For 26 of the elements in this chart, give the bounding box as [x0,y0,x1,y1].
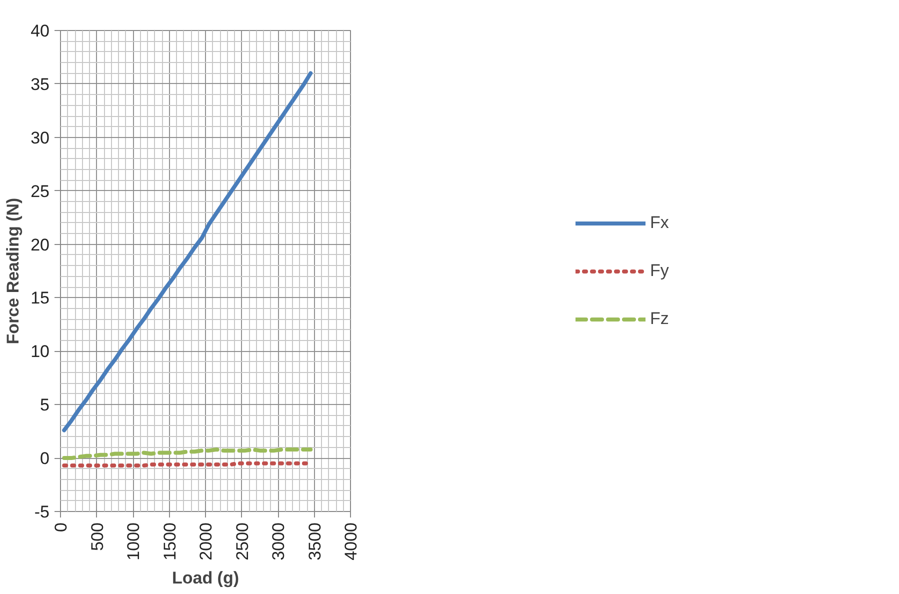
y-tick-label: 0 [40,449,50,468]
legend-label: Fx [650,212,670,232]
x-axis-title: Load (g) [172,568,240,588]
y-tick-label: 10 [30,342,50,362]
x-tick-label: 4000 [342,522,360,560]
legend-label: Fy [650,260,670,280]
y-tick-label: 5 [40,396,50,415]
y-axis-title: Force Reading (N) [4,198,23,344]
x-tick-label: 500 [88,522,107,551]
x-tick-label: 1500 [160,522,180,560]
x-tick-label: 3500 [305,522,324,560]
x-tick-label: 3000 [269,522,288,560]
x-tick-label: 0 [52,522,70,532]
x-tick-label: 1000 [124,522,143,560]
y-tick-label: 20 [30,235,50,254]
y-tick-label: 15 [30,288,50,308]
line-series [62,448,313,460]
y-tick-label: -5 [34,502,50,522]
y-tick-label: 35 [30,74,50,94]
x-tick-label: 2000 [196,522,216,560]
legend-label: Fz [650,308,670,328]
line-series [62,71,313,432]
y-tick-label: 30 [30,128,50,148]
x-tick-label: 2500 [232,522,252,560]
y-tick-label: 25 [30,182,50,201]
y-tick-label: 40 [30,22,50,40]
